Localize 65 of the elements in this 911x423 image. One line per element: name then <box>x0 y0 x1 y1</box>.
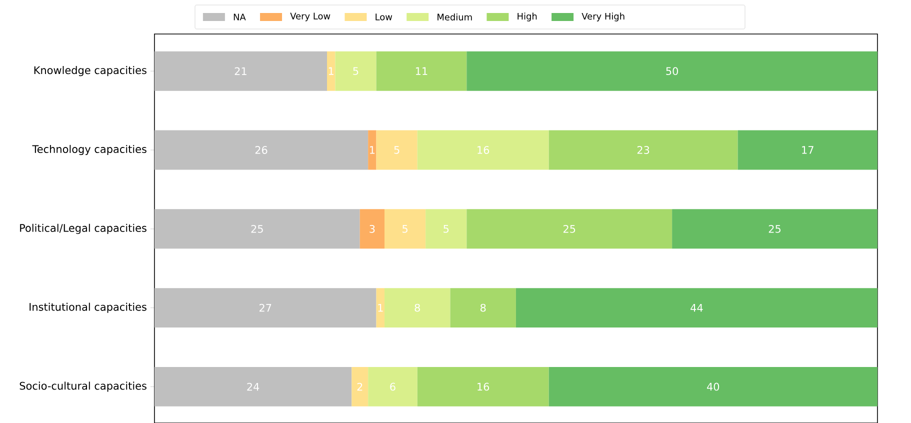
data-label: 2 <box>357 382 362 391</box>
bar <box>548 366 878 406</box>
bar <box>450 288 516 328</box>
data-label: 11 <box>416 67 428 75</box>
data-label: 21 <box>234 67 246 75</box>
data-label: 16 <box>478 382 490 391</box>
data-label: 8 <box>414 304 420 312</box>
bar <box>352 366 368 406</box>
data-label: 1 <box>370 146 375 154</box>
legend-label: Medium <box>438 14 472 20</box>
data-label: 27 <box>259 304 272 312</box>
bar <box>326 51 336 91</box>
data-label: 17 <box>802 146 814 154</box>
data-label: 3 <box>370 224 375 233</box>
legend-label: NA <box>234 14 246 20</box>
bar <box>360 209 385 249</box>
data-label: 8 <box>480 304 486 312</box>
y-tick-label: Socio-cultural capacities <box>20 382 146 392</box>
y-tick-label: Institutional capacities <box>30 302 146 313</box>
data-label: 25 <box>251 224 263 233</box>
bar <box>335 51 376 91</box>
bar <box>368 130 376 170</box>
data-label: 40 <box>707 382 720 391</box>
y-tick-label: Political/Legal capacities <box>20 224 146 234</box>
bar <box>417 366 549 406</box>
data-label: 5 <box>353 67 358 75</box>
legend-label: Low <box>376 14 392 20</box>
data-label: 50 <box>666 67 678 76</box>
data-label: 23 <box>637 146 650 154</box>
data-label: 5 <box>444 225 449 233</box>
bar <box>376 288 385 328</box>
bar <box>384 209 426 249</box>
data-label: 5 <box>394 146 400 154</box>
bar <box>368 366 418 406</box>
bar <box>376 51 467 91</box>
bar <box>154 209 360 249</box>
legend-label: High <box>518 12 537 22</box>
bar <box>154 366 352 406</box>
y-tick-label: Technology capacities <box>32 144 146 156</box>
bar <box>384 288 450 328</box>
bar <box>154 130 368 170</box>
data-label: 1 <box>378 304 383 312</box>
bar <box>154 288 376 328</box>
legend-label: Very High <box>582 12 624 22</box>
data-label: 16 <box>478 146 490 154</box>
bar <box>738 130 878 170</box>
bar <box>426 209 467 249</box>
data-label: 44 <box>690 304 703 312</box>
data-label: 1 <box>328 67 334 75</box>
bar <box>466 209 672 249</box>
bar <box>417 130 549 170</box>
bar <box>672 209 878 249</box>
bar <box>516 288 878 328</box>
data-label: 24 <box>247 382 260 391</box>
bar <box>466 51 878 91</box>
data-label: 6 <box>390 382 396 391</box>
bar <box>376 130 418 170</box>
data-label: 5 <box>402 225 408 233</box>
data-label: 26 <box>255 146 268 154</box>
y-tick-label: Knowledge capacities <box>34 66 146 76</box>
legend-label: Very Low <box>290 12 330 22</box>
bar <box>548 130 738 170</box>
bar <box>154 51 327 91</box>
data-label: 25 <box>768 224 780 233</box>
data-label: 25 <box>563 224 576 233</box>
